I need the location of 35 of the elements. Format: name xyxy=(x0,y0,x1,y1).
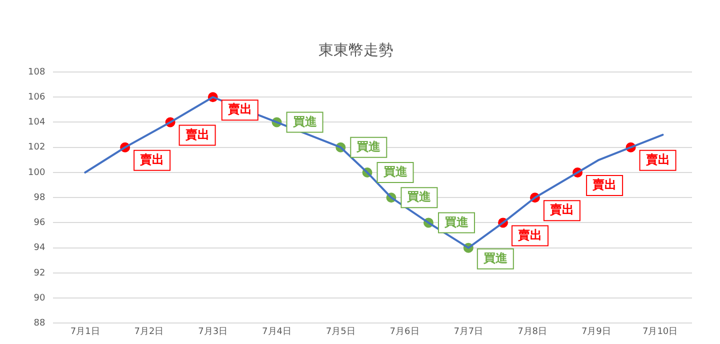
y-tick-label: 96 xyxy=(34,218,46,228)
y-tick-label: 92 xyxy=(34,268,46,278)
x-tick-label: 7月3日 xyxy=(198,326,228,337)
data-label: 賣出 xyxy=(517,228,542,242)
data-label: 賣出 xyxy=(226,102,252,116)
y-tick-label: 90 xyxy=(34,293,46,304)
data-label: 買進 xyxy=(443,214,470,229)
x-tick-label: 7月6日 xyxy=(390,326,420,337)
y-tick-label: 106 xyxy=(28,92,46,102)
data-label: 賣出 xyxy=(139,152,164,166)
y-tick-label: 88 xyxy=(34,318,46,329)
x-tick-label: 7月7日 xyxy=(454,326,484,337)
x-tick-label: 7月5日 xyxy=(326,326,356,337)
x-tick-label: 7月1日 xyxy=(70,326,100,337)
data-label: 買進 xyxy=(292,114,318,128)
data-label: 買進 xyxy=(382,164,408,179)
chart-title: 東東幣走勢 xyxy=(318,40,394,59)
data-label: 賣出 xyxy=(548,202,574,217)
x-tick-label: 7月9日 xyxy=(581,326,611,337)
y-tick-label: 102 xyxy=(28,142,46,153)
data-label: 買進 xyxy=(406,190,432,204)
y-tick-label: 98 xyxy=(34,192,46,203)
x-tick-label: 7月10日 xyxy=(642,326,678,337)
y-tick-label: 108 xyxy=(28,67,46,78)
data-label: 買進 xyxy=(356,139,382,154)
data-label: 買進 xyxy=(482,250,508,265)
data-label: 賣出 xyxy=(592,178,617,192)
y-tick-label: 94 xyxy=(34,243,46,254)
y-tick-label: 104 xyxy=(28,118,46,128)
x-tick-label: 7月2日 xyxy=(134,326,164,337)
x-tick-label: 7月8日 xyxy=(518,326,548,337)
data-label: 賣出 xyxy=(184,127,210,142)
data-label: 賣出 xyxy=(644,152,670,166)
x-tick-label: 7月4日 xyxy=(262,326,292,337)
y-tick-label: 100 xyxy=(28,168,46,178)
